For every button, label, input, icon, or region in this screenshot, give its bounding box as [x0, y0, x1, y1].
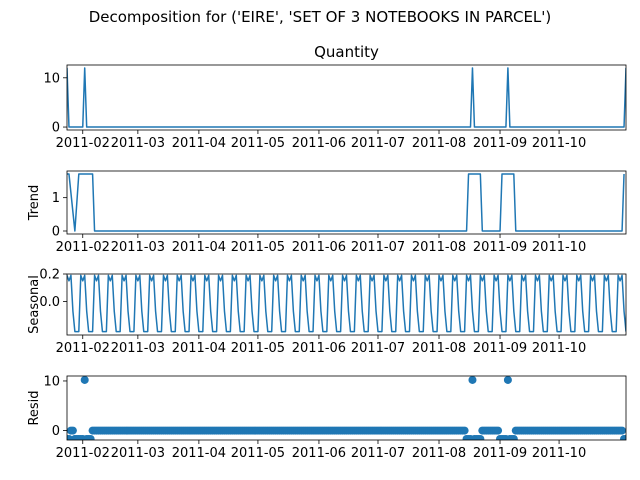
x-tick-label: 2011-05 [231, 240, 285, 255]
axes-frame [66, 375, 627, 441]
x-tick-label: 2011-02 [56, 240, 110, 255]
series-line [67, 173, 625, 232]
y-tick-label: 0 [52, 121, 60, 136]
x-tick-label: 2011-10 [532, 136, 586, 151]
x-tick-label: 2011-03 [111, 136, 165, 151]
x-tick-label: 2011-09 [473, 136, 527, 151]
resid-point [476, 435, 485, 440]
resid-point [509, 435, 518, 440]
x-tick-label: 2011-10 [532, 240, 586, 255]
x-tick-label: 2011-09 [473, 341, 527, 356]
resid-point [80, 376, 89, 384]
x-tick-label: 2011-10 [532, 446, 586, 461]
figure-suptitle: Decomposition for ('EIRE', 'SET OF 3 NOT… [89, 8, 552, 26]
x-tick-label: 2011-04 [172, 240, 226, 255]
x-tick-label: 2011-05 [231, 136, 285, 151]
y-axis-label: Trend [27, 185, 42, 222]
y-tick-label: 10 [43, 374, 60, 389]
x-tick-label: 2011-09 [473, 240, 527, 255]
panel-1: 0 10 2011-02 2011-03 2011-04 2011-05 2011-06 20… [43, 43, 627, 151]
x-tick-label: 2011-08 [412, 341, 466, 356]
axes-frame [66, 273, 627, 336]
x-tick-label: 2011-07 [351, 136, 405, 151]
y-axis-label: Resid [27, 390, 42, 425]
panel-3: 0.0 0.2 2011-02 2011-03 2011-04 2011-05 2011-0… [27, 268, 627, 356]
x-tick-label: 2011-07 [351, 341, 405, 356]
axes-frame [66, 170, 627, 235]
y-tick-label: 0.0 [39, 295, 60, 310]
x-tick-label: 2011-02 [56, 341, 110, 356]
seasonal-line [67, 274, 626, 333]
panel-title: Quantity [314, 43, 379, 61]
resid-point [68, 426, 77, 435]
x-tick-label: 2011-05 [231, 446, 285, 461]
x-tick-label: 2011-08 [412, 446, 466, 461]
panel-2: 0 1 2011-02 2011-03 2011-04 2011-05 2011-06 201… [27, 170, 627, 255]
resid-point [86, 435, 95, 440]
series-group [67, 376, 626, 440]
axes-frame [66, 64, 627, 131]
y-tick-label: 0 [52, 424, 60, 439]
x-tick-label: 2011-03 [111, 446, 165, 461]
x-tick-label: 2011-06 [292, 446, 346, 461]
x-tick-label: 2011-05 [231, 341, 285, 356]
x-tick-label: 2011-04 [172, 446, 226, 461]
series-group [67, 173, 625, 232]
panel-4: 0 10 2011-02 2011-03 2011-04 2011-05 2011-06 20… [27, 374, 627, 461]
x-tick-label: 2011-03 [111, 341, 165, 356]
x-tick-label: 2011-04 [172, 136, 226, 151]
x-tick-label: 2011-07 [351, 446, 405, 461]
x-tick-label: 2011-06 [292, 240, 346, 255]
series-line [67, 67, 626, 128]
y-tick-label: 0.2 [39, 268, 60, 283]
x-tick-label: 2011-02 [56, 446, 110, 461]
x-tick-label: 2011-02 [56, 136, 110, 151]
x-tick-label: 2011-08 [412, 136, 466, 151]
resid-point [468, 376, 477, 384]
series-group [67, 67, 626, 128]
y-axis-label: Seasonal [27, 275, 42, 334]
x-tick-label: 2011-10 [532, 341, 586, 356]
x-tick-label: 2011-07 [351, 240, 405, 255]
series-group [67, 274, 626, 333]
resid-point [618, 426, 626, 435]
resid-point [494, 426, 503, 435]
y-tick-label: 0 [52, 225, 60, 240]
resid-point [503, 376, 512, 384]
resid-point [622, 435, 626, 440]
x-tick-label: 2011-06 [292, 136, 346, 151]
resid-point [460, 426, 469, 435]
y-tick-label: 1 [52, 191, 60, 206]
y-tick-label: 10 [43, 71, 60, 86]
x-tick-label: 2011-06 [292, 341, 346, 356]
x-tick-label: 2011-03 [111, 240, 165, 255]
x-tick-label: 2011-08 [412, 240, 466, 255]
x-tick-label: 2011-09 [473, 446, 527, 461]
x-tick-label: 2011-04 [172, 341, 226, 356]
